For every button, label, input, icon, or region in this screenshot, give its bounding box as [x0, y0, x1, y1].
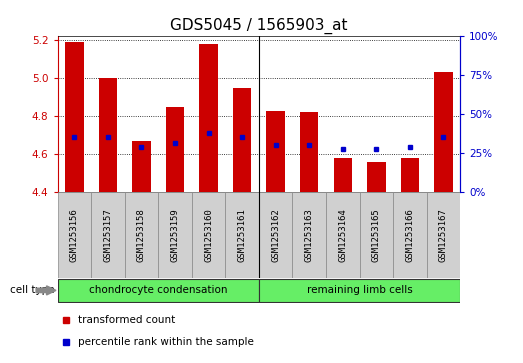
Bar — [393, 192, 427, 278]
Text: GSM1253166: GSM1253166 — [405, 208, 414, 262]
Bar — [192, 192, 225, 278]
Bar — [91, 192, 124, 278]
Bar — [266, 111, 285, 192]
Text: GSM1253158: GSM1253158 — [137, 208, 146, 262]
Bar — [434, 73, 453, 192]
Bar — [99, 78, 117, 192]
Bar — [158, 192, 192, 278]
Bar — [58, 279, 259, 302]
Text: transformed count: transformed count — [78, 315, 175, 326]
Bar — [259, 279, 460, 302]
Text: GSM1253161: GSM1253161 — [237, 208, 247, 262]
Text: GSM1253157: GSM1253157 — [104, 208, 112, 262]
Title: GDS5045 / 1565903_at: GDS5045 / 1565903_at — [170, 17, 348, 33]
Bar — [326, 192, 360, 278]
Bar — [166, 107, 184, 192]
Text: GSM1253163: GSM1253163 — [305, 208, 314, 262]
Text: GSM1253165: GSM1253165 — [372, 208, 381, 262]
Bar — [300, 113, 319, 192]
Text: cell type: cell type — [10, 285, 55, 295]
Bar — [259, 192, 292, 278]
Bar — [132, 141, 151, 192]
Text: GSM1253160: GSM1253160 — [204, 208, 213, 262]
Bar — [427, 192, 460, 278]
Bar — [58, 192, 91, 278]
Text: GSM1253156: GSM1253156 — [70, 208, 79, 262]
Bar — [367, 162, 385, 192]
Text: GSM1253167: GSM1253167 — [439, 208, 448, 262]
Text: remaining limb cells: remaining limb cells — [306, 285, 413, 295]
Text: chondrocyte condensation: chondrocyte condensation — [89, 285, 228, 295]
Bar — [225, 192, 259, 278]
Bar — [401, 158, 419, 192]
Text: GSM1253162: GSM1253162 — [271, 208, 280, 262]
Bar — [199, 44, 218, 192]
Text: percentile rank within the sample: percentile rank within the sample — [78, 337, 254, 347]
Bar — [233, 88, 252, 192]
Bar — [360, 192, 393, 278]
Text: GSM1253164: GSM1253164 — [338, 208, 347, 262]
Bar — [292, 192, 326, 278]
Bar — [65, 42, 84, 192]
Text: GSM1253159: GSM1253159 — [170, 208, 179, 262]
Bar — [124, 192, 158, 278]
Bar — [334, 158, 352, 192]
